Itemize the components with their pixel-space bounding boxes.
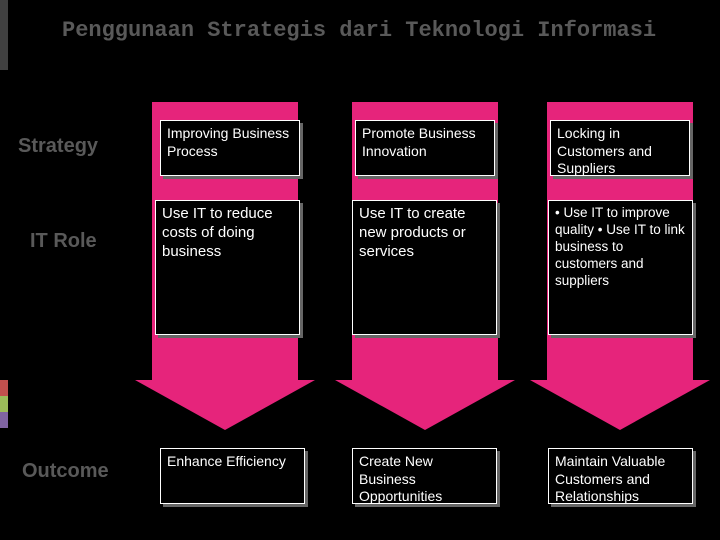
row-label-itrole: IT Role — [30, 230, 97, 253]
strategy-box-2: Promote Business Innovation — [355, 120, 495, 176]
page-title: Penggunaan Strategis dari Teknologi Info… — [62, 18, 656, 43]
itrole-box-2: Use IT to create new products or service… — [352, 200, 497, 335]
itrole-box-3: • Use IT to improve quality • Use IT to … — [548, 200, 693, 335]
outcome-box-2: Create New Business Opportunities — [352, 448, 497, 504]
accent-bar — [0, 380, 8, 396]
row-label-strategy: Strategy — [18, 135, 98, 158]
strategy-box-3: Locking in Customers and Suppliers — [550, 120, 690, 176]
itrole-box-1: Use IT to reduce costs of doing business — [155, 200, 300, 335]
row-label-outcome: Outcome — [22, 460, 109, 483]
accent-bar — [0, 396, 8, 412]
accent-bar — [0, 412, 8, 428]
accent-bar — [0, 0, 8, 70]
outcome-box-1: Enhance Efficiency — [160, 448, 305, 504]
strategy-box-1: Improving Business Process — [160, 120, 300, 176]
outcome-box-3: Maintain Valuable Customers and Relation… — [548, 448, 693, 504]
